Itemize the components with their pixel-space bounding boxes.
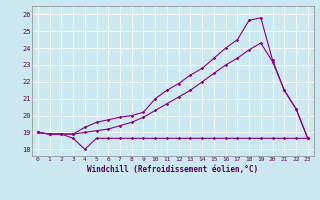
X-axis label: Windchill (Refroidissement éolien,°C): Windchill (Refroidissement éolien,°C) [87,165,258,174]
